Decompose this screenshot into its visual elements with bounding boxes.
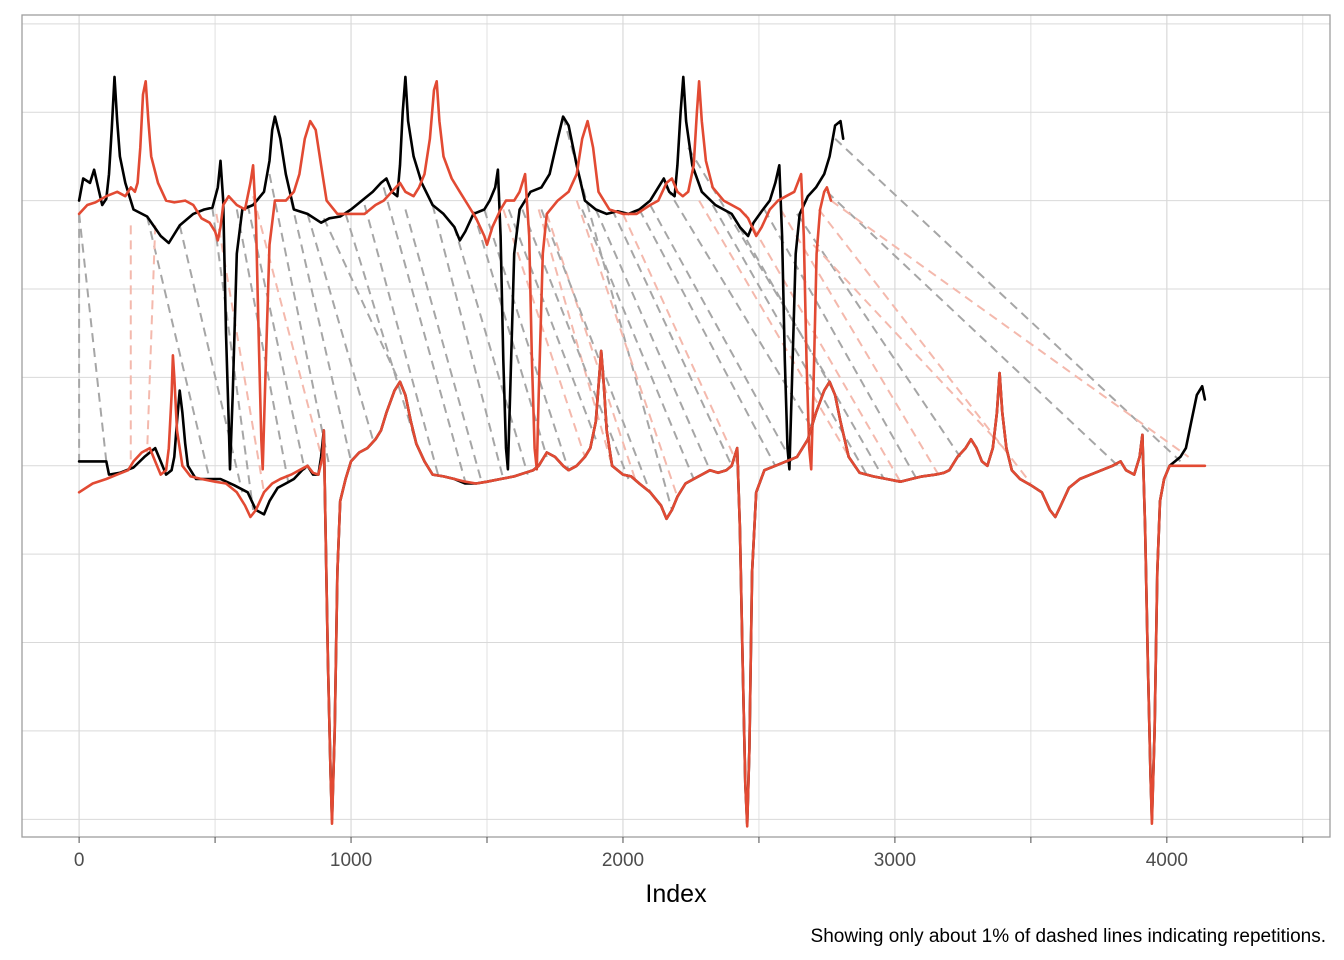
repetition-connector bbox=[502, 209, 586, 458]
repetition-connector bbox=[649, 204, 793, 462]
repetition-connector bbox=[638, 208, 777, 467]
series-line-top-original bbox=[77, 75, 845, 471]
repetition-connector bbox=[611, 209, 733, 467]
repetition-connector bbox=[78, 213, 108, 462]
repetition-connector bbox=[812, 244, 1005, 449]
repetition-connector bbox=[763, 208, 918, 480]
repetition-connector bbox=[826, 191, 1119, 467]
repetition-connector bbox=[483, 209, 570, 471]
repetition-connector bbox=[779, 208, 940, 476]
x-tick-label: 3000 bbox=[874, 850, 916, 871]
repetition-connector bbox=[453, 226, 529, 475]
repetition-connector bbox=[834, 138, 1182, 463]
x-axis-ticks: 0 1000 2000 3000 4000 bbox=[74, 837, 1304, 871]
repetition-connector bbox=[344, 213, 418, 444]
x-tick-label: 0 bbox=[74, 850, 85, 871]
repetition-connector bbox=[521, 209, 630, 480]
x-tick-label: 1000 bbox=[330, 850, 372, 871]
repetition-connector bbox=[545, 213, 638, 484]
series-line-top-modified bbox=[77, 80, 833, 471]
repetition-connector bbox=[507, 209, 597, 440]
chart-caption: Showing only about 1% of dashed lines in… bbox=[811, 926, 1326, 947]
repetition-connector bbox=[306, 213, 374, 440]
repetition-connector bbox=[665, 186, 815, 431]
series-line-bottom-original bbox=[77, 349, 1207, 826]
repetition-connector bbox=[622, 213, 741, 470]
repetition-connector bbox=[594, 209, 711, 471]
repetition-connector bbox=[363, 204, 440, 475]
repetition-connector bbox=[698, 200, 858, 471]
repetition-connector bbox=[404, 209, 483, 482]
grid bbox=[22, 15, 1330, 837]
repetition-connector bbox=[431, 204, 505, 480]
repetition-connector bbox=[581, 209, 695, 480]
x-tick-label: 2000 bbox=[602, 850, 644, 871]
plot-frame bbox=[21, 14, 1331, 838]
series-line-bottom-modified bbox=[77, 349, 1207, 828]
x-tick-label: 4000 bbox=[1146, 850, 1188, 871]
x-axis-title: Index bbox=[645, 880, 707, 908]
repetition-connector bbox=[382, 187, 467, 482]
repetition-connector bbox=[575, 200, 679, 498]
repetition-connector bbox=[146, 225, 157, 453]
repetition-connector bbox=[796, 213, 962, 458]
repetition-connector bbox=[830, 199, 1190, 458]
repetition-connector bbox=[540, 209, 652, 493]
repetition-connector bbox=[744, 213, 902, 483]
repetition-connector bbox=[817, 208, 1032, 485]
series-lines bbox=[77, 75, 1207, 828]
repetition-connector bbox=[730, 213, 885, 480]
repetition-connectors bbox=[78, 116, 1190, 511]
repetition-connector bbox=[235, 209, 290, 484]
repetition-connector bbox=[268, 173, 331, 466]
repetition-connector bbox=[322, 217, 407, 396]
repetition-connector bbox=[252, 195, 325, 467]
